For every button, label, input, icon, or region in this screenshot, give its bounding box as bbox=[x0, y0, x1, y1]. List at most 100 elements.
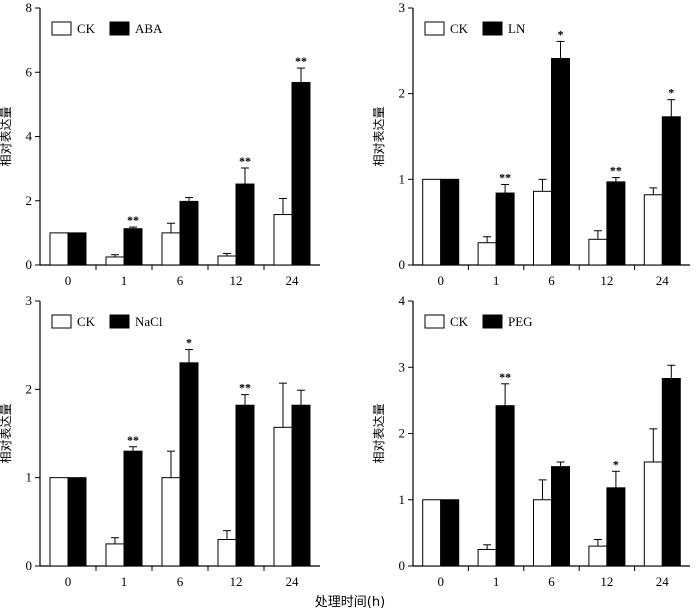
x-tick-label: 12 bbox=[600, 574, 613, 589]
y-tick-label: 0 bbox=[399, 558, 406, 573]
figure-x-axis-label: 处理时间(h) bbox=[315, 595, 385, 610]
bar-ck-6 bbox=[533, 499, 552, 567]
bar-ck-0 bbox=[422, 178, 442, 266]
bar-ck-24 bbox=[643, 194, 663, 266]
bar-nacl-0 bbox=[67, 477, 87, 567]
significance-marker: * bbox=[186, 336, 192, 350]
legend-swatch-treatment bbox=[109, 314, 130, 329]
x-tick-label: 24 bbox=[656, 574, 670, 589]
bar-ck-12 bbox=[588, 238, 608, 266]
bar-nacl-1 bbox=[123, 450, 143, 567]
bar-ck-0 bbox=[49, 477, 69, 567]
legend-swatch-ck bbox=[51, 21, 72, 36]
bar-ck-24 bbox=[273, 426, 293, 567]
bar-aba-0 bbox=[67, 232, 87, 266]
y-tick-label: 1 bbox=[26, 470, 33, 485]
y-tick-label: 0 bbox=[399, 257, 406, 272]
y-tick-label: 4 bbox=[26, 129, 33, 144]
x-tick-label: 24 bbox=[286, 273, 300, 288]
legend-label-ck: CK bbox=[450, 314, 469, 329]
legend-label-treatment: PEG bbox=[508, 314, 533, 329]
y-tick-label: 2 bbox=[399, 426, 406, 441]
bar-ck-1 bbox=[477, 242, 497, 266]
legend-label-ck: CK bbox=[77, 21, 96, 36]
significance-marker: * bbox=[613, 457, 619, 471]
x-tick-label: 12 bbox=[600, 273, 613, 288]
legend-swatch-ck bbox=[51, 314, 72, 329]
bar-ck-12 bbox=[217, 539, 237, 567]
bar-peg-12 bbox=[606, 487, 626, 567]
bar-ck-6 bbox=[161, 477, 181, 567]
y-axis-label: 相对表达量 bbox=[0, 106, 13, 166]
legend-swatch-treatment bbox=[482, 314, 503, 329]
legend-label-ck: CK bbox=[77, 314, 96, 329]
bar-peg-6 bbox=[551, 466, 570, 567]
y-tick-label: 0 bbox=[26, 558, 33, 573]
bar-ck-0 bbox=[49, 232, 69, 266]
y-tick-label: 1 bbox=[399, 492, 406, 507]
significance-marker: * bbox=[558, 27, 564, 41]
x-tick-label: 1 bbox=[493, 273, 500, 288]
significance-marker: ** bbox=[239, 154, 251, 168]
x-tick-label: 1 bbox=[121, 574, 128, 589]
legend-label-ck: CK bbox=[450, 21, 469, 36]
significance-marker: ** bbox=[499, 370, 511, 384]
x-tick-label: 1 bbox=[493, 574, 500, 589]
y-axis-label: 相对表达量 bbox=[372, 106, 386, 166]
x-tick-label: 0 bbox=[65, 273, 72, 288]
significance-marker: ** bbox=[127, 433, 139, 447]
bar-ck-12 bbox=[588, 545, 608, 567]
bar-peg-24 bbox=[661, 378, 681, 567]
bar-ck-1 bbox=[105, 256, 125, 266]
x-tick-label: 0 bbox=[437, 574, 444, 589]
x-tick-label: 24 bbox=[286, 574, 300, 589]
y-tick-label: 2 bbox=[26, 381, 33, 396]
bar-ck-0 bbox=[422, 499, 442, 567]
bar-ln-1 bbox=[495, 192, 515, 266]
bar-ln-6 bbox=[551, 58, 570, 266]
x-tick-label: 6 bbox=[177, 574, 184, 589]
y-axis-label: 相对表达量 bbox=[372, 403, 386, 463]
significance-marker: ** bbox=[127, 213, 139, 227]
bar-ck-6 bbox=[533, 190, 552, 266]
bar-ck-24 bbox=[273, 214, 293, 266]
legend-label-treatment: NaCl bbox=[135, 314, 163, 329]
bar-aba-6 bbox=[179, 200, 199, 266]
significance-marker: ** bbox=[295, 54, 307, 68]
significance-marker: * bbox=[668, 86, 674, 100]
legend-swatch-treatment bbox=[109, 21, 130, 36]
bar-ln-24 bbox=[661, 116, 681, 266]
y-tick-label: 6 bbox=[26, 64, 33, 79]
bar-ck-1 bbox=[477, 548, 497, 567]
bar-ck-12 bbox=[217, 255, 237, 266]
bar-aba-24 bbox=[291, 82, 311, 266]
bar-peg-0 bbox=[440, 499, 460, 567]
legend-swatch-treatment bbox=[482, 21, 503, 36]
significance-marker: ** bbox=[499, 170, 511, 184]
bar-ck-1 bbox=[105, 543, 125, 567]
y-tick-label: 0 bbox=[26, 257, 33, 272]
bar-nacl-6 bbox=[179, 362, 199, 567]
bar-peg-1 bbox=[495, 405, 515, 567]
bar-aba-12 bbox=[235, 183, 255, 266]
x-tick-label: 24 bbox=[656, 273, 670, 288]
y-axis-label: 相对表达量 bbox=[0, 403, 13, 463]
bar-ck-6 bbox=[161, 232, 181, 266]
bar-nacl-24 bbox=[291, 404, 311, 567]
bar-aba-1 bbox=[123, 228, 143, 266]
bar-ck-24 bbox=[643, 461, 663, 567]
legend-label-treatment: LN bbox=[508, 21, 526, 36]
y-tick-label: 4 bbox=[399, 293, 406, 308]
x-tick-label: 0 bbox=[65, 574, 72, 589]
y-tick-label: 3 bbox=[399, 0, 406, 15]
y-tick-label: 3 bbox=[26, 293, 33, 308]
legend-swatch-ck bbox=[424, 314, 445, 329]
significance-marker: ** bbox=[610, 164, 622, 178]
significance-marker: ** bbox=[239, 381, 251, 395]
x-tick-label: 6 bbox=[548, 273, 555, 288]
